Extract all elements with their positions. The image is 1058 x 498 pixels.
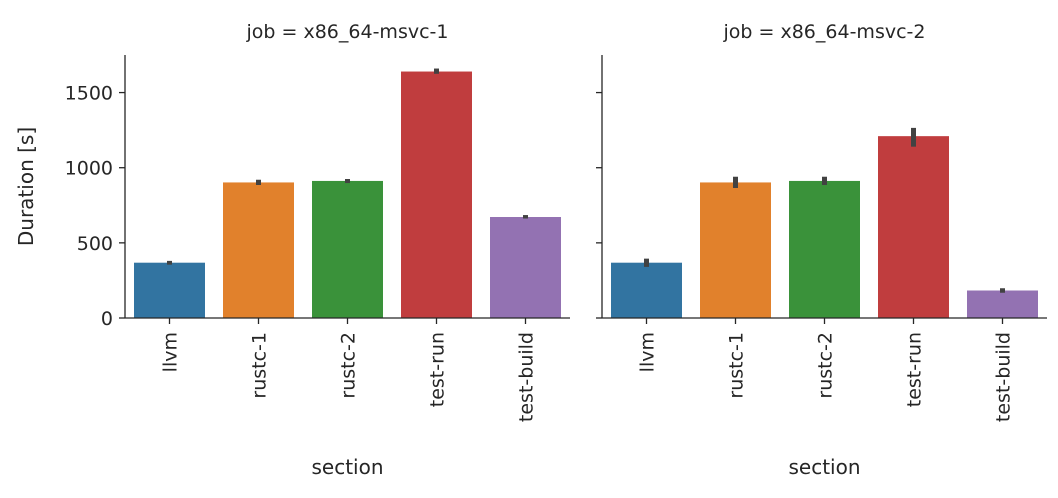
panel1-xtick-label-test-run: test-run xyxy=(427,332,449,407)
panel2-title: job = x86_64-msvc-2 xyxy=(723,21,926,43)
panel1-ytick-label-1500: 1500 xyxy=(65,83,113,105)
panel2-bar-rustc-2 xyxy=(789,180,860,318)
panel1-ytick-label-0: 0 xyxy=(101,308,113,330)
panel1-bar-rustc-1 xyxy=(223,182,294,318)
panel1-bar-llvm xyxy=(134,262,205,318)
panel1-bar-test-build xyxy=(490,217,561,318)
panel1-ytick-label-1000: 1000 xyxy=(65,158,113,180)
panel2-bar-test-build xyxy=(967,290,1038,318)
panel2-xtick-label-test-build: test-build xyxy=(993,332,1015,422)
panel2-bar-rustc-1 xyxy=(700,182,771,318)
panel2-xtick-label-llvm: llvm xyxy=(637,332,659,372)
panel2-bar-test-run xyxy=(878,136,949,318)
panel2-xtick-label-test-run: test-run xyxy=(904,332,926,407)
panel1-xtick-label-rustc-2: rustc-2 xyxy=(338,332,360,399)
panel1-xtick-label-rustc-1: rustc-1 xyxy=(249,332,271,399)
panel1-title: job = x86_64-msvc-1 xyxy=(246,21,449,43)
panel1-xtick-label-llvm: llvm xyxy=(160,332,182,372)
panel2-x-axis-label: section xyxy=(788,455,860,479)
panel2-xtick-label-rustc-1: rustc-1 xyxy=(726,332,748,399)
panel1-xtick-label-test-build: test-build xyxy=(516,332,538,422)
panel2-bar-llvm xyxy=(611,262,682,318)
panel1-bar-rustc-2 xyxy=(312,180,383,318)
panel1-y-axis-label: Duration [s] xyxy=(14,127,38,246)
panel1-ytick-label-500: 500 xyxy=(77,233,113,255)
panel1-x-axis-label: section xyxy=(311,455,383,479)
panel1-bar-test-run xyxy=(401,71,472,318)
panel2-xtick-label-rustc-2: rustc-2 xyxy=(815,332,837,399)
